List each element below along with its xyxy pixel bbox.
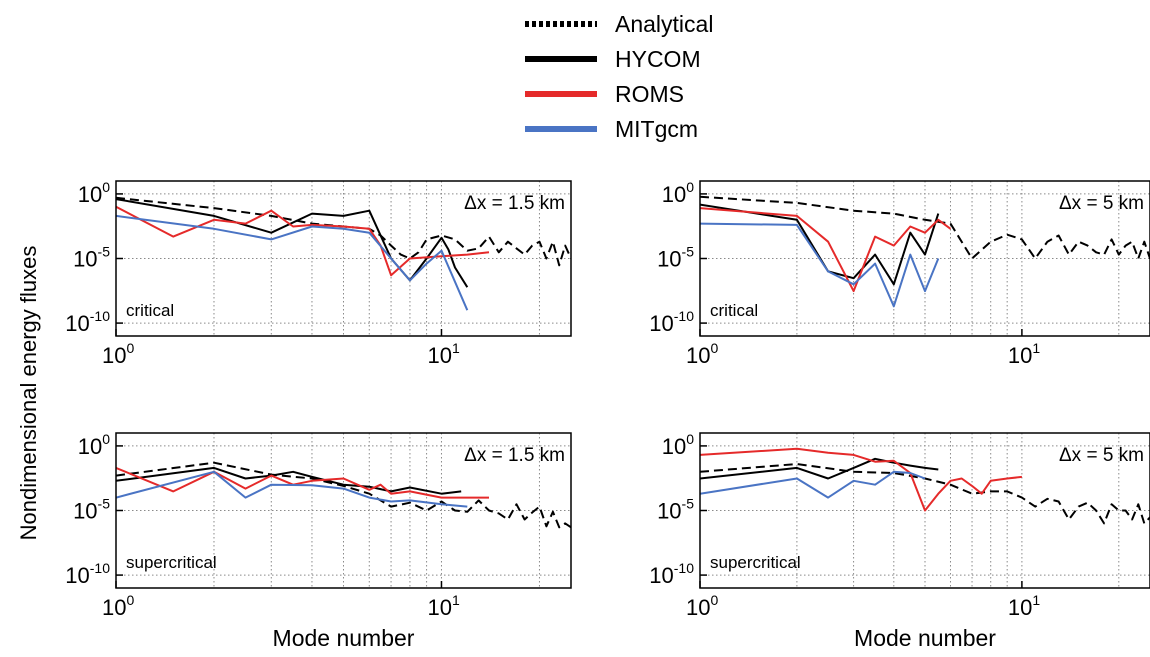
y-tick-label: 10-10 [65,560,110,588]
series-line-hycom [700,457,939,480]
series-line-hycom [116,466,462,495]
y-tick-label: 100 [662,431,694,459]
y-tick-label: 10-10 [65,308,110,336]
series-group [116,196,571,311]
legend-label-analytical: Analytical [615,11,713,37]
series-group [700,447,1150,525]
series-line-mitgcm [700,470,926,499]
series-line-mitgcm [700,222,940,308]
chart-panel-2: 100 101 100 10-5 10-10 critical Δx = 5 km [649,179,1150,368]
regime-label: critical [710,301,758,320]
y-axis-label: Nondimensional energy fluxes [16,246,41,541]
x-tick-label: 100 [686,340,718,368]
y-tick-label: 10-5 [73,496,110,524]
legend-label-hycom: HYCOM [615,46,701,72]
y-tick-label: 10-5 [657,496,694,524]
x-tick-label: 101 [1008,340,1040,368]
regime-label: supercritical [710,553,801,572]
series-group [116,461,571,529]
y-tick-label: 10-5 [657,244,694,272]
series-line-roms [116,205,490,277]
x-tick-label: 101 [1008,592,1040,620]
series-line-roms [116,466,489,499]
x-axis-label: Mode number [273,625,415,651]
chart-panel-3: 100 101 100 10-5 10-10 supercritical Δx = 1.5 … [65,431,572,651]
x-tick-label: 100 [102,592,134,620]
x-tick-label: 101 [427,592,459,620]
chart-panel-4: 100 101 100 10-5 10-10 supercritical Δx = 5 km… [649,431,1150,651]
grid [700,433,1150,588]
y-tick-label: 100 [78,431,110,459]
x-tick-label: 100 [686,592,718,620]
grid [700,181,1150,336]
y-tick-label: 10-10 [649,560,694,588]
regime-label: supercritical [126,553,217,572]
grid [116,433,571,588]
resolution-label: Δx = 5 km [1059,193,1144,214]
legend-label-roms: ROMS [615,81,684,107]
y-tick-label: 100 [78,179,110,207]
series-group [700,195,1150,308]
y-tick-label: 10-5 [73,244,110,272]
series-line-mitgcm [116,214,469,311]
x-tick-label: 100 [102,340,134,368]
series-line-mitgcm [116,470,468,508]
y-tick-label: 10-10 [649,308,694,336]
series-line-roms [700,207,952,293]
resolution-label: Δx = 5 km [1059,445,1144,466]
resolution-label: Δx = 1.5 km [464,193,565,214]
resolution-label: Δx = 1.5 km [464,445,565,466]
y-tick-label: 100 [662,179,694,207]
series-line-analytical [700,195,1150,260]
x-tick-label: 101 [427,340,459,368]
series-line-analytical [116,461,571,529]
series-line-hycom [700,203,940,286]
x-axis-label: Mode number [854,625,996,651]
legend: Analytical HYCOM ROMS MITgcm [525,11,713,142]
legend-label-mitgcm: MITgcm [615,116,698,142]
series-line-hycom [116,198,469,288]
regime-label: critical [126,301,174,320]
chart-panel-1: 100 101 100 10-5 10-10 critical Δx = 1.5 km [65,179,572,368]
series-line-roms [700,447,1023,512]
